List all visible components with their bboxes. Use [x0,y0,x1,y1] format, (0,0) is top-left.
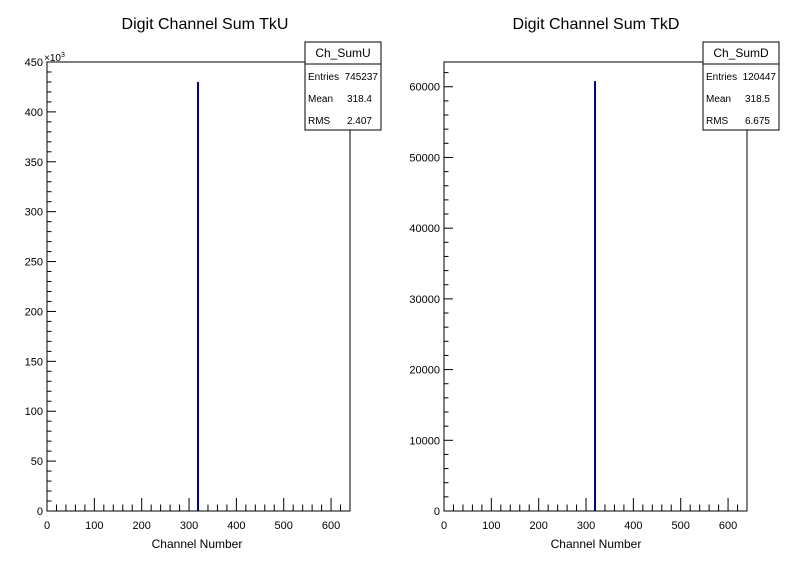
x-axis-ticks: 0 100 200 300 400 500 600 [441,498,748,532]
plot-frame [46,61,351,512]
x-tick-label: 100 [482,520,500,532]
x-tick-label: 600 [322,520,340,532]
x-tick-label: 300 [577,520,595,532]
chart-title: Digit Channel Sum TkD [513,16,680,33]
y-tick-label: 30000 [409,294,440,306]
histogram-tkd: Digit Channel Sum TkD 0 10000 20000 30000 40… [409,16,780,551]
histogram-bars [594,81,597,511]
stats-mean-value: 318.5 [745,94,770,105]
stats-entries-value: 120447 [743,72,777,83]
stats-entries-label: Entries [308,72,339,83]
y-tick-label: 250 [25,257,43,269]
y-tick-label: 50000 [409,152,440,164]
stats-entries-label: Entries [706,72,737,83]
x-tick-label: 400 [624,520,642,532]
y-tick-label: 200 [25,306,43,318]
x-tick-label: 0 [441,520,447,532]
x-axis-ticks: 0 100 200 300 400 500 600 [44,498,351,532]
y-exponent-label: ×103 [44,52,65,64]
x-tick-label: 600 [719,520,737,532]
y-tick-label: 100 [25,406,43,418]
x-axis-label: Channel Number [551,537,642,551]
y-tick-label: 300 [25,207,43,219]
y-axis-ticks: 0 10000 20000 30000 40000 50000 60000 [409,72,453,518]
y-tick-label: 50 [31,456,43,468]
y-tick-label: 450 [25,57,43,69]
stats-box: Ch_SumD Entries 120447 Mean 318.5 RMS 6.… [702,41,780,131]
y-axis-ticks: 0 50 100 150 200 250 300 350 400 450 [25,57,56,518]
x-tick-label: 200 [133,520,151,532]
x-tick-label: 0 [44,520,50,532]
stats-rms-value: 2.407 [347,116,372,127]
plot-frame [443,61,748,512]
y-tick-label: 0 [434,506,440,518]
stats-box-frame [702,41,780,131]
stats-name: Ch_SumD [713,46,769,60]
y-tick-label: 10000 [409,435,440,447]
histogram-bars [197,81,200,511]
stats-mean-label: Mean [706,94,731,105]
y-tick-label: 350 [25,157,43,169]
stats-rms-label: RMS [308,116,331,127]
histogram-pad-tkd: Digit Channel Sum TkD 0 10000 20000 30000 40… [398,0,796,574]
y-tick-label: 40000 [409,223,440,235]
stats-box-frame [304,41,382,131]
y-tick-label: 0 [37,506,43,518]
x-tick-label: 400 [227,520,245,532]
stats-entries-value: 745237 [345,72,379,83]
x-tick-label: 300 [180,520,198,532]
stats-mean-label: Mean [308,94,333,105]
y-tick-label: 60000 [409,82,440,94]
x-tick-label: 500 [275,520,293,532]
x-tick-label: 200 [530,520,548,532]
stats-box: Ch_SumU Entries 745237 Mean 318.4 RMS 2.… [304,41,382,131]
stats-rms-label: RMS [706,116,729,127]
stats-mean-value: 318.4 [347,94,372,105]
x-tick-label: 500 [672,520,690,532]
y-tick-label: 400 [25,107,43,119]
y-tick-label: 20000 [409,365,440,377]
stats-name: Ch_SumU [315,46,370,60]
histogram-bar [594,81,597,511]
x-tick-label: 100 [85,520,103,532]
histogram-bar [197,81,200,511]
x-axis-label: Channel Number [152,537,243,551]
y-tick-label: 150 [25,356,43,368]
histogram-pad-tku: Digit Channel Sum TkU ×103 0 50 100 150 200 2… [25,16,382,551]
stats-rms-value: 6.675 [745,116,770,127]
histogram-tku: Digit Channel Sum TkU ×103 0 50 100 150 200 2… [25,16,382,551]
chart-title: Digit Channel Sum TkU [122,16,289,33]
